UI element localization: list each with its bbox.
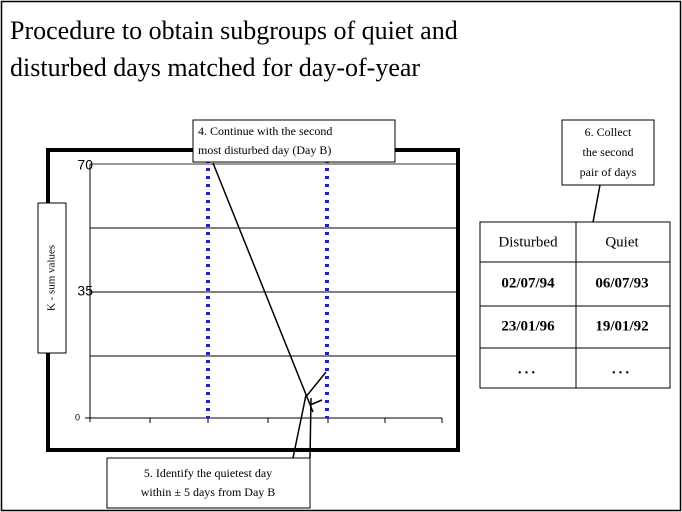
y-axis-label: K - sum values bbox=[46, 245, 58, 311]
table-header: Quiet bbox=[605, 234, 639, 250]
tick-label: 70 bbox=[77, 157, 93, 173]
axis-label-box bbox=[37, 202, 67, 354]
callout-text: most disturbed day (Day B) bbox=[198, 143, 331, 157]
tick-label: 0 bbox=[75, 412, 80, 422]
table-header: Disturbed bbox=[498, 234, 558, 250]
callout-text: 6. Collect bbox=[585, 125, 632, 139]
x-ticks bbox=[149, 418, 443, 423]
callout-box bbox=[106, 457, 311, 509]
callout-text: 4. Continue with the second bbox=[198, 124, 332, 138]
tick-label: 35 bbox=[77, 283, 93, 299]
table-cell: 19/01/92 bbox=[595, 318, 648, 334]
title-line: disturbed days matched for day-of-year bbox=[10, 53, 420, 82]
callout-box bbox=[561, 119, 655, 186]
table-cell: ... bbox=[518, 361, 538, 377]
table-cell: 23/01/96 bbox=[501, 318, 555, 334]
table-grid bbox=[479, 221, 671, 389]
chart-frame bbox=[46, 148, 460, 452]
callout-text: the second bbox=[583, 145, 634, 159]
callout-text: within ± 5 days from Day B bbox=[141, 485, 276, 499]
table-cell: 06/07/93 bbox=[595, 275, 648, 291]
title-line: Procedure to obtain subgroups of quiet a… bbox=[10, 16, 458, 45]
callout-text: 5. Identify the quietest day bbox=[144, 466, 272, 480]
table-cell: ... bbox=[612, 361, 632, 377]
table-cell: 02/07/94 bbox=[501, 275, 555, 291]
callout-text: pair of days bbox=[580, 165, 637, 179]
callout-box bbox=[192, 119, 396, 163]
